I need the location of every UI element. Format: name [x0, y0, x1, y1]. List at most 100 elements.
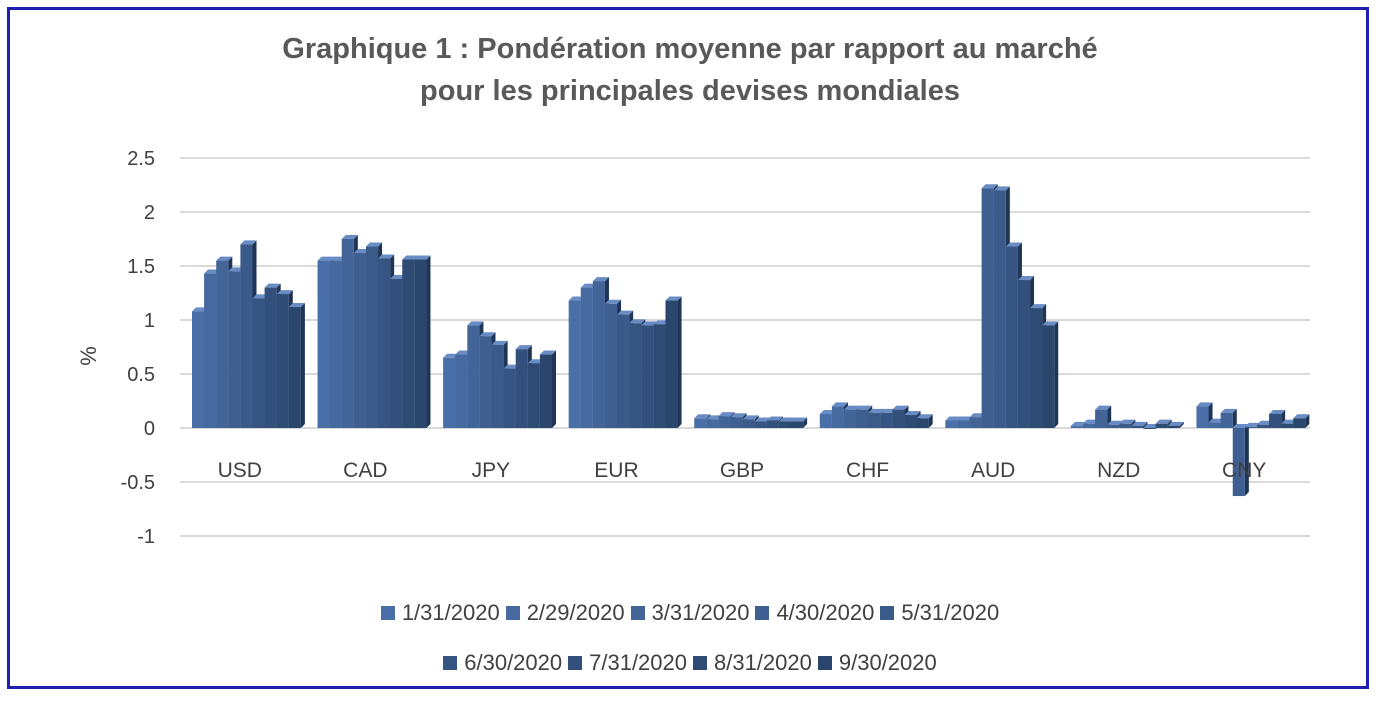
- bar-front: [1070, 425, 1083, 428]
- bar-top: [694, 414, 711, 419]
- bar-top: [778, 417, 796, 422]
- y-tick-label: 1.5: [127, 256, 155, 278]
- bar-top: [831, 402, 848, 407]
- bar-top: [945, 416, 962, 421]
- legend-swatch: [380, 606, 395, 620]
- bar-top: [1095, 405, 1112, 410]
- bar-front: [706, 419, 719, 428]
- bar-top: [539, 350, 557, 355]
- bar-top: [1269, 409, 1286, 414]
- bar-front: [1005, 246, 1018, 428]
- chart-title: Graphique 1 : Pondération moyenne par ra…: [0, 28, 1380, 112]
- bar-top: [1281, 419, 1298, 424]
- bar-top: [1220, 408, 1237, 413]
- legend-swatch: [693, 656, 707, 670]
- bar-top: [240, 240, 257, 245]
- y-axis-ticks: 2.5 2 1.5 1 0.5 0 -0.5 -1: [121, 148, 155, 548]
- bar-front: [629, 323, 642, 428]
- bar-top: [467, 321, 484, 326]
- bar-top: [317, 256, 334, 261]
- bar-top: [641, 321, 658, 326]
- legend-swatch: [443, 656, 458, 670]
- x-tick-label: CAD: [343, 459, 387, 482]
- bar-top: [843, 405, 861, 410]
- bar-front: [240, 244, 253, 428]
- bar-front: [604, 303, 618, 428]
- bar-top: [580, 283, 597, 288]
- bar-front: [365, 246, 379, 428]
- bar-top: [868, 408, 885, 413]
- bar-front: [1269, 413, 1282, 428]
- bar-side: [1232, 408, 1237, 428]
- legend-item: 6/30/2020: [443, 650, 562, 676]
- bar-front: [252, 298, 265, 428]
- bar-front: [665, 300, 678, 428]
- bar-front: [1208, 422, 1221, 428]
- bar-top: [892, 405, 909, 410]
- x-tick-label: NZD: [1097, 459, 1140, 482]
- bar-front: [527, 363, 540, 428]
- bar-front: [503, 368, 516, 428]
- bar-front: [1017, 280, 1031, 428]
- bar-top: [904, 411, 921, 416]
- bar-top: [880, 408, 897, 413]
- legend-label: 4/30/2020: [776, 600, 875, 625]
- bar-top: [706, 415, 723, 420]
- bar-front: [754, 421, 767, 428]
- x-tick-label: EUR: [594, 459, 638, 482]
- y-tick-label: 0: [144, 418, 155, 440]
- bar-side: [1054, 321, 1059, 428]
- legend-item: 2/29/2020: [505, 600, 625, 626]
- bar-top: [204, 269, 221, 274]
- bar-top: [1131, 421, 1148, 426]
- legend-item: 4/30/2020: [755, 600, 874, 626]
- bar-front: [288, 307, 301, 428]
- bar-top: [216, 256, 233, 261]
- x-tick-label: USD: [218, 459, 262, 482]
- bar-front: [204, 273, 217, 428]
- bar-top: [1143, 424, 1160, 428]
- bar-front: [455, 354, 468, 428]
- bar-front: [1167, 425, 1180, 428]
- bar: [665, 296, 682, 428]
- bar-top: [916, 414, 933, 419]
- x-axis-labels: USD CAD JPY EUR GBP CHF AUD NZD CNY: [218, 459, 1267, 482]
- bar-top: [1042, 321, 1059, 326]
- bar-top: [1119, 419, 1136, 424]
- bar-side: [677, 296, 682, 428]
- bar-front: [1155, 423, 1168, 428]
- bar-front: [969, 417, 982, 428]
- bar-front: [1131, 425, 1144, 428]
- bar-front: [1119, 423, 1132, 428]
- bar-top: [341, 235, 358, 239]
- bar-front: [568, 300, 581, 428]
- bar-front: [791, 421, 804, 428]
- bar-top: [443, 353, 460, 358]
- bar-top: [1232, 424, 1249, 428]
- bar-top: [1244, 422, 1261, 427]
- legend-label: 6/30/2020: [464, 650, 563, 675]
- bar-front: [1293, 418, 1306, 428]
- bar-side: [1143, 421, 1148, 428]
- bar-top: [1155, 419, 1172, 424]
- bar-front: [1196, 406, 1209, 428]
- bar-top: [365, 242, 383, 247]
- bar-front: [981, 188, 994, 428]
- y-tick-label: -1: [137, 526, 155, 548]
- bar-front: [264, 287, 277, 428]
- chart-title-line1: Graphique 1 : Pondération moyenne par ra…: [282, 33, 1098, 65]
- bar-front: [329, 260, 342, 428]
- bar-top: [228, 267, 245, 272]
- bar-top: [1030, 304, 1047, 309]
- bar-front: [904, 415, 917, 428]
- bar-front: [868, 412, 881, 428]
- bar-top: [402, 255, 419, 260]
- y-tick-label: 2: [144, 202, 155, 224]
- bar-top: [527, 359, 544, 364]
- bar-top: [766, 416, 783, 421]
- bar-top: [617, 310, 634, 315]
- bar-front: [1232, 428, 1245, 497]
- bar-top: [264, 283, 281, 288]
- bar: [916, 414, 933, 428]
- bar-front: [1220, 412, 1233, 428]
